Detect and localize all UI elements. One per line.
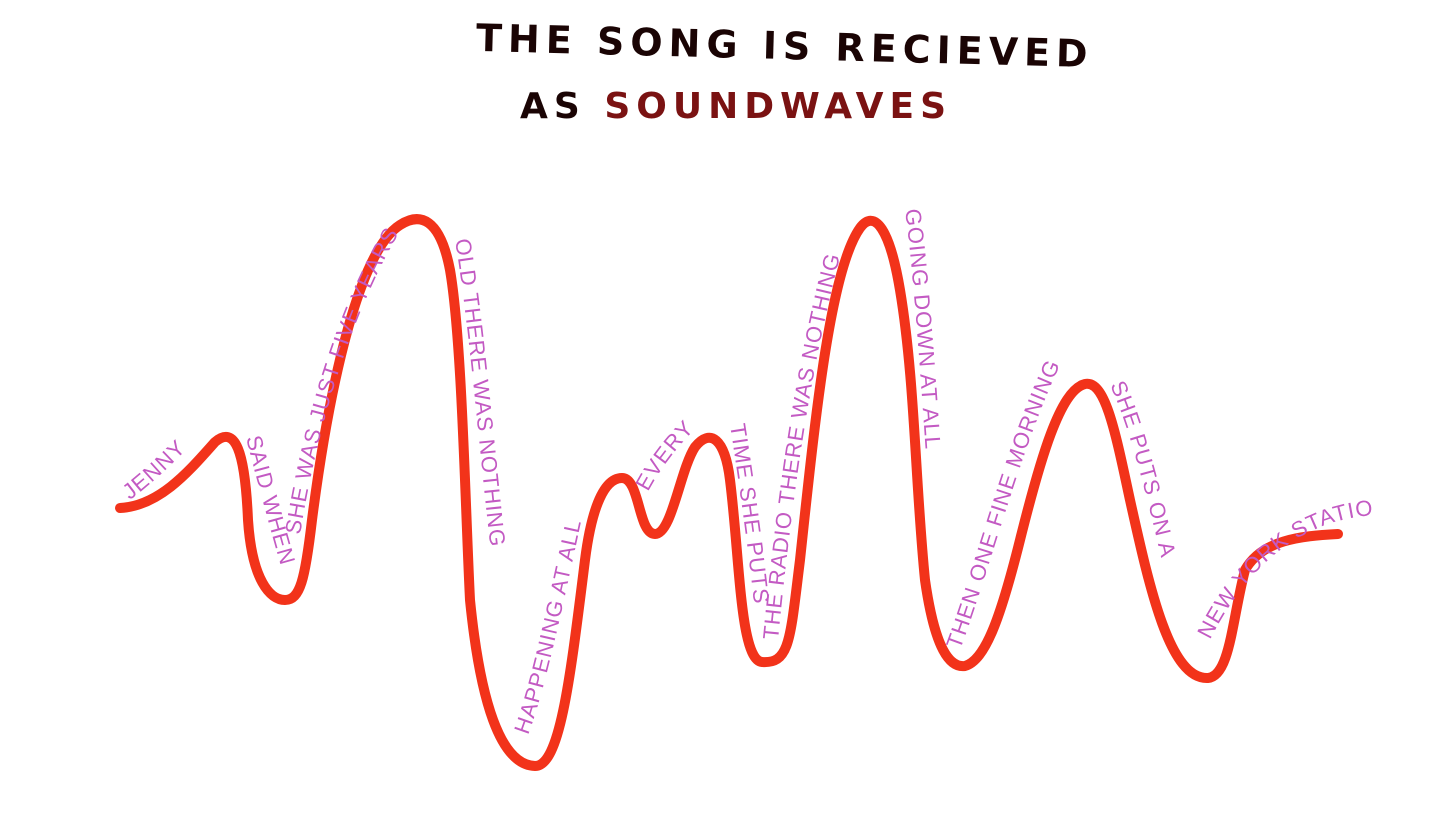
lyric-10: SHE PUTS ON A	[1105, 377, 1181, 560]
lyric-2: SHE WAS JUST FIVE YEARS	[280, 223, 403, 536]
lyric-6: TIME SHE PUTS ON	[0, 0, 775, 613]
